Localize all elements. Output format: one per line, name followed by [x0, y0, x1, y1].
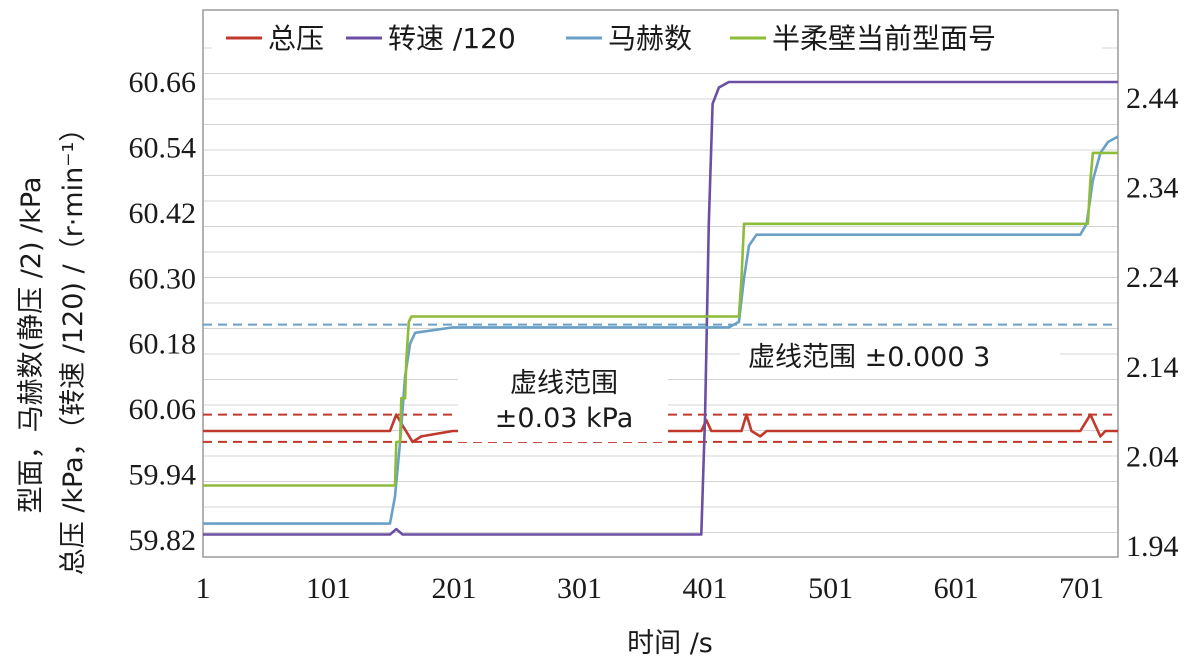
x-tick-label: 101: [306, 572, 351, 605]
x-tick-label: 301: [557, 572, 602, 605]
plot-frame: [202, 9, 1119, 558]
y-right-tick-label: 1.94: [1126, 530, 1179, 563]
series-line-0: [203, 413, 1118, 444]
y-left-tick-label: 60.30: [129, 262, 197, 295]
legend-label-profile: 半柔壁当前型面号: [772, 22, 996, 55]
annotation-pressure-range-title: 虚线范围: [510, 368, 618, 399]
x-tick-labels: 1 101 201 301 401 501 601 701: [196, 572, 1105, 605]
x-tick-label: 501: [808, 572, 853, 605]
y-axis-label-line2: 总压 /kPa，（转速 /120) /（r·min⁻¹）: [58, 115, 89, 576]
x-tick-label: 701: [1059, 572, 1104, 605]
y-axis-label-line1: 型面，马赫数(静压 /2) /kPa: [16, 177, 47, 514]
legend-label-speed: 转速 /120: [388, 22, 516, 55]
annotation-background: [458, 362, 668, 442]
y-left-tick-label: 60.54: [129, 131, 197, 164]
series-group: [203, 80, 1119, 536]
x-tick-label: 601: [934, 572, 979, 605]
y-left-tick-label: 59.94: [129, 459, 197, 492]
y-left-tick-label: 59.82: [129, 524, 197, 557]
x-tick-label: 1: [196, 572, 211, 605]
x-tick-label: 201: [432, 572, 477, 605]
y-right-tick-label: 2.34: [1126, 172, 1179, 205]
y-left-tick-label: 60.66: [129, 66, 197, 99]
annotation-mach-range: 虚线范围 ±0.000 3: [748, 342, 990, 373]
legend-label-total-pressure: 总压: [268, 22, 324, 55]
y-left-tick-label: 60.42: [129, 197, 197, 230]
annotation-mach-background: [740, 336, 1060, 376]
annotation-pressure-range-value: ±0.03 kPa: [495, 403, 634, 434]
y-left-tick-labels: 59.82 59.94 60.06 60.18 60.30 60.42 60.54 60.66: [129, 66, 197, 557]
y-right-tick-labels: 1.94 2.04 2.14 2.24 2.34 2.44: [1126, 82, 1179, 563]
x-axis-label: 时间 /s: [627, 628, 713, 659]
y-right-tick-label: 2.24: [1126, 261, 1179, 294]
legend-label-mach: 马赫数: [608, 22, 692, 55]
legend: 总压 转速 /120 马赫数 半柔壁当前型面号: [212, 12, 1102, 64]
y-left-tick-label: 60.06: [129, 393, 197, 426]
series-line-1: [203, 80, 1118, 536]
y-left-tick-label: 60.18: [129, 328, 197, 361]
y-right-tick-label: 2.14: [1126, 351, 1179, 384]
y-right-tick-label: 2.04: [1126, 440, 1179, 473]
y-right-tick-label: 2.44: [1126, 82, 1179, 115]
series-line-3: [203, 151, 1118, 487]
x-tick-label: 401: [683, 572, 728, 605]
